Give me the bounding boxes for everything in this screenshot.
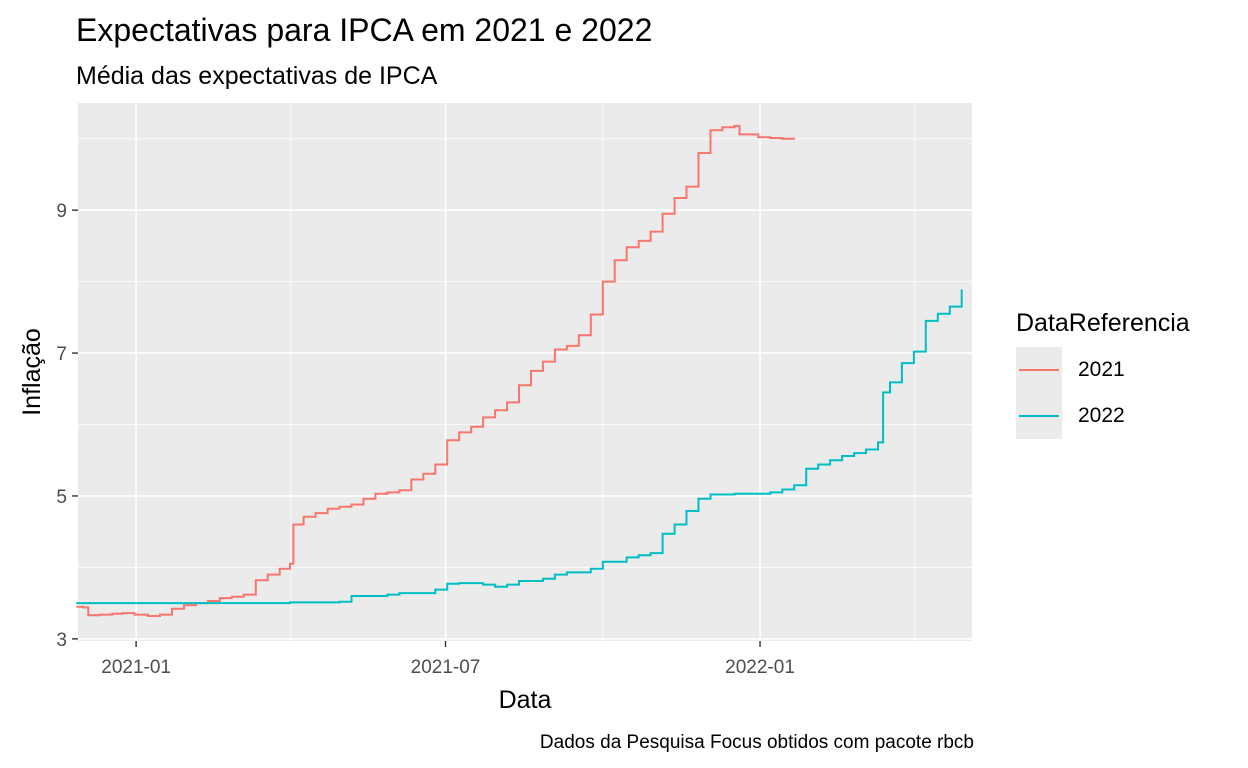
x-tick-label: 2022-01 <box>725 657 795 678</box>
legend-key-2021 <box>1019 369 1059 371</box>
minor-gridlines <box>78 103 972 641</box>
legend-label-2022: 2022 <box>1078 404 1125 427</box>
chart-subtitle: Média das expectativas de IPCA <box>76 62 438 90</box>
legend-keys-background <box>1016 347 1062 439</box>
x-axis-title: Data <box>499 686 552 714</box>
x-tick-label: 2021-01 <box>101 657 171 678</box>
y-axis-title: Inflação <box>18 328 46 416</box>
tick-labels: 3 5 7 9 2021-01 2021-07 2022-01 <box>56 201 794 678</box>
plot-panel <box>78 103 972 641</box>
y-tick-label: 3 <box>56 630 67 651</box>
series-line-2022 <box>76 289 963 605</box>
major-gridlines <box>78 103 972 641</box>
chart-caption: Dados da Pesquisa Focus obtidos com paco… <box>539 732 974 753</box>
series-lines <box>76 124 963 617</box>
y-tick-label: 9 <box>56 201 67 222</box>
legend-item-2022: 2022 <box>1016 393 1216 439</box>
legend-label-2021: 2021 <box>1078 358 1125 381</box>
axis-ticks <box>72 209 761 647</box>
x-tick-label: 2021-07 <box>411 657 481 678</box>
y-tick-label: 5 <box>56 487 67 508</box>
legend-item-2021: 2021 <box>1016 347 1216 393</box>
legend-key-2022 <box>1019 415 1059 417</box>
legend-title: DataReferencia <box>1016 309 1190 337</box>
chart-title: Expectativas para IPCA em 2021 e 2022 <box>76 12 653 48</box>
y-tick-label: 7 <box>56 344 67 365</box>
series-line-2021 <box>76 124 796 617</box>
